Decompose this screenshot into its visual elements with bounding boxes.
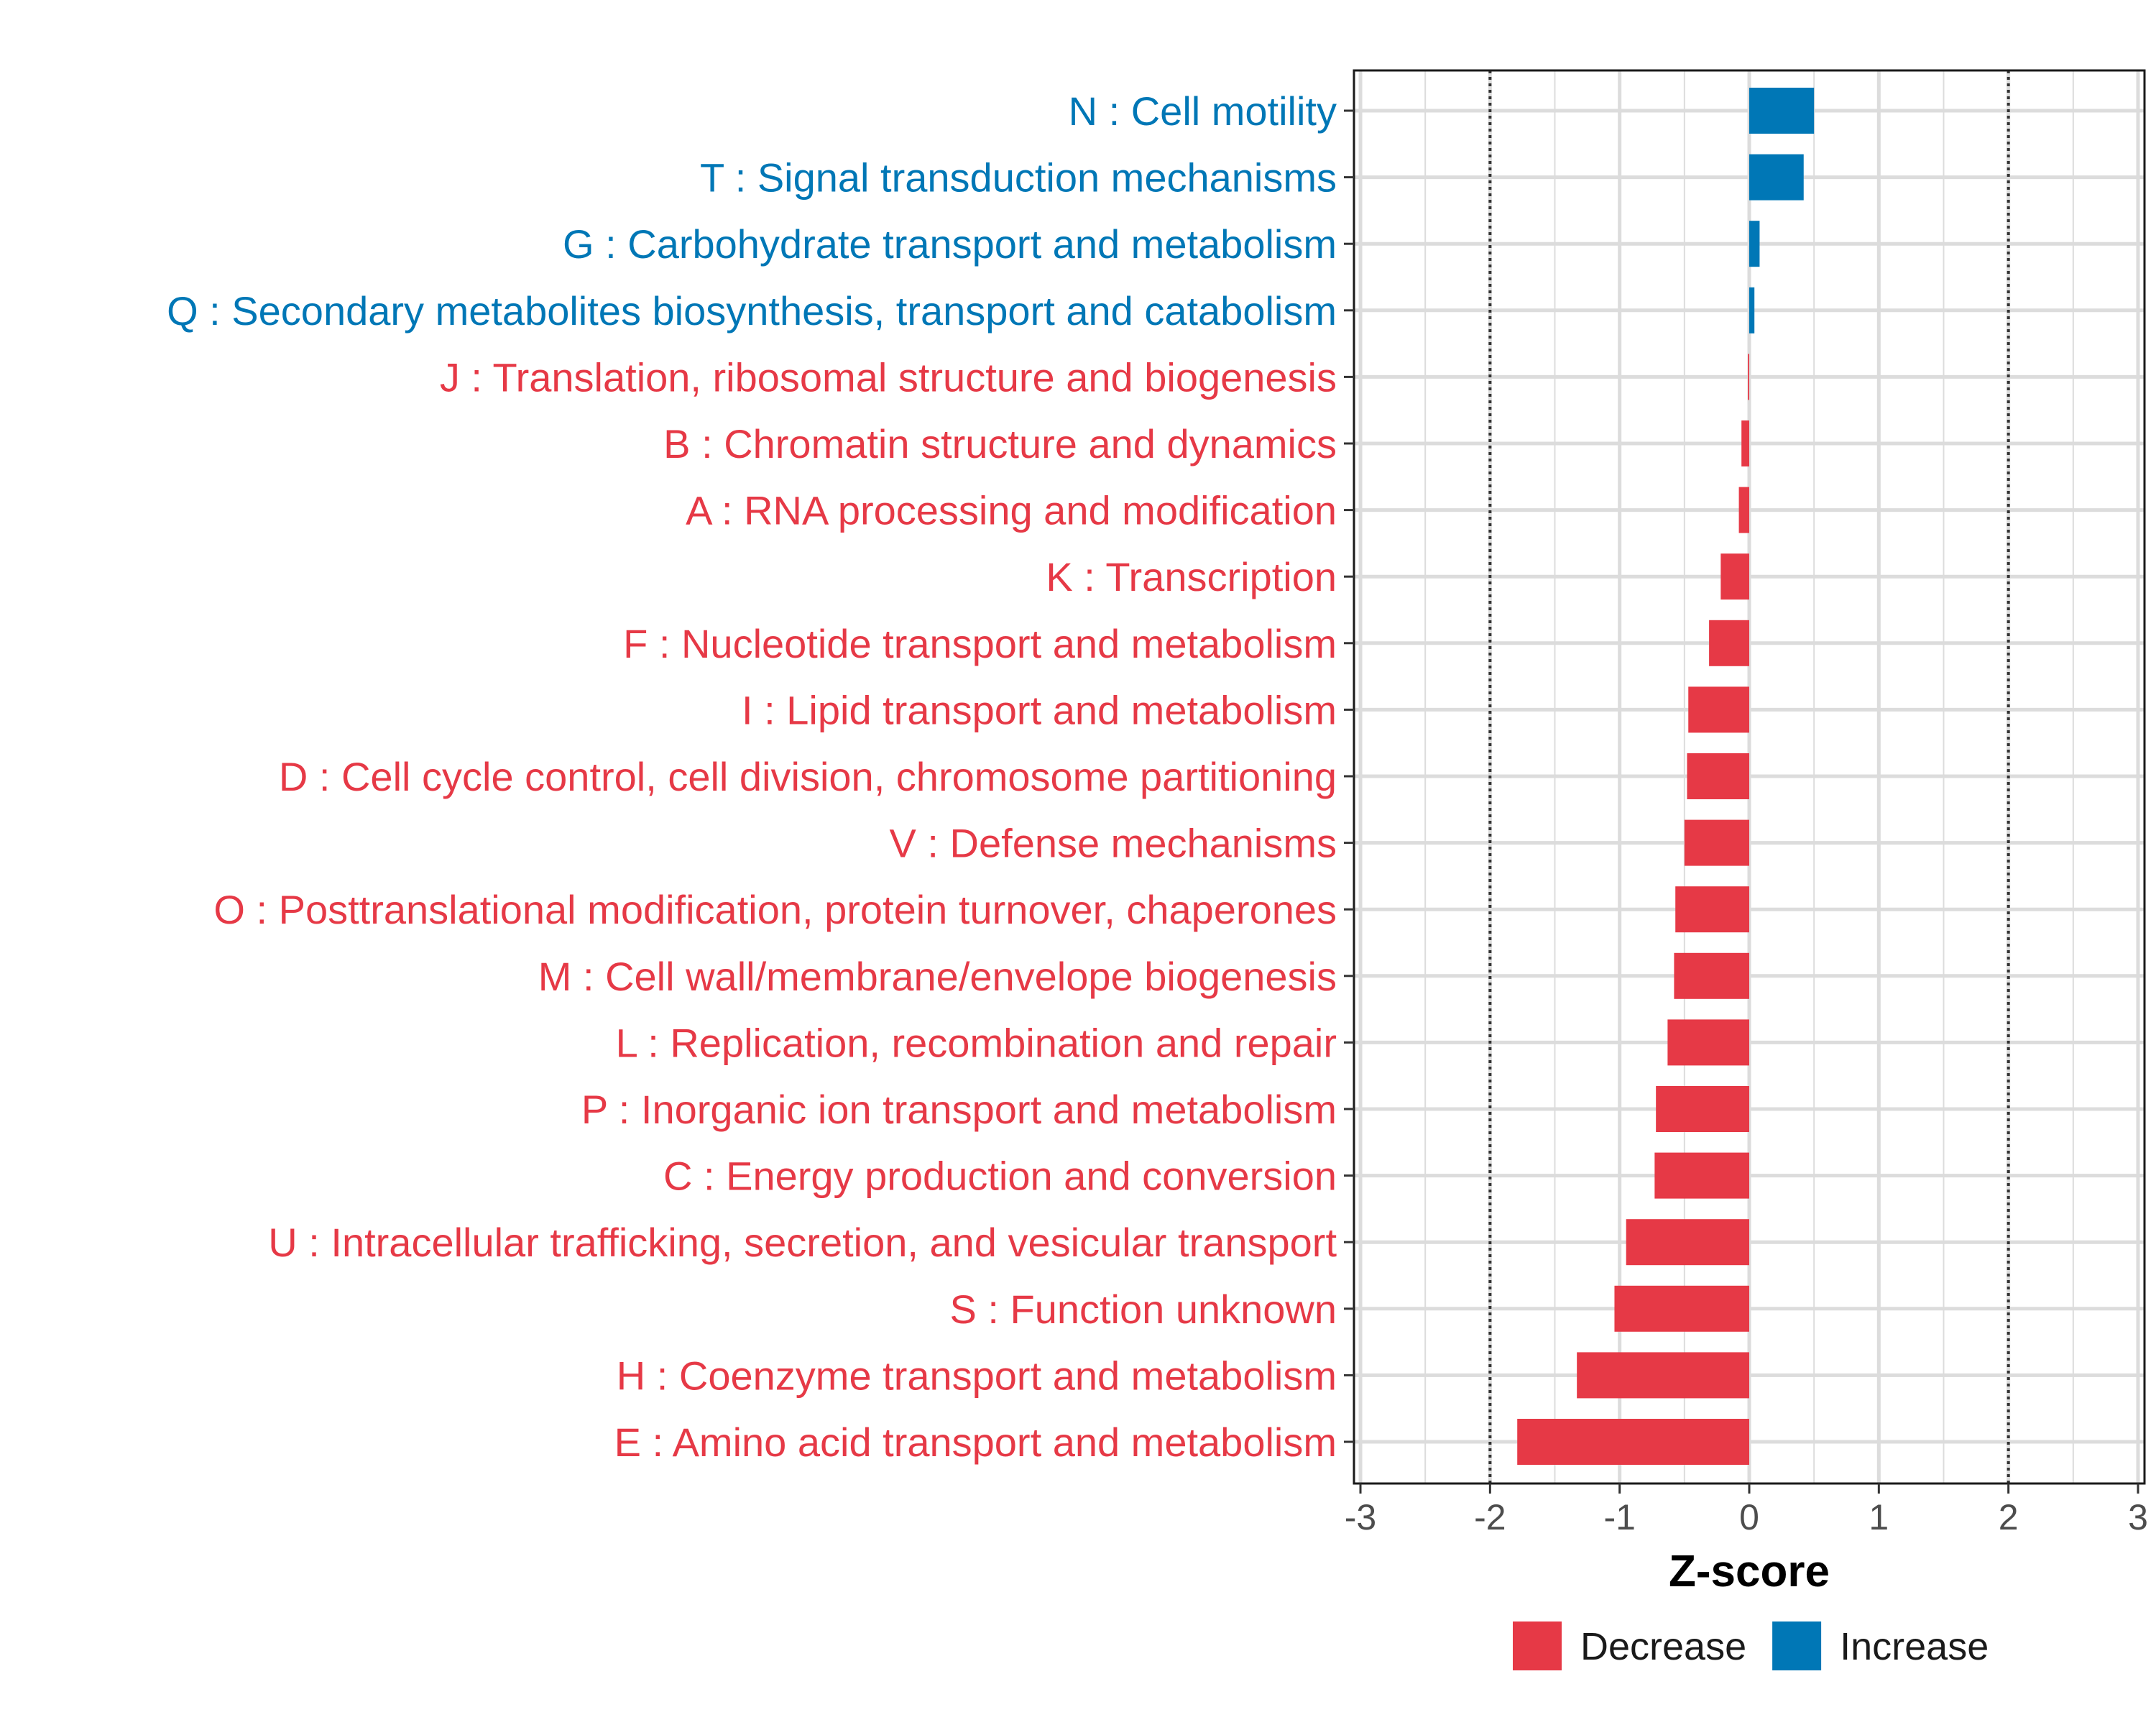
bar bbox=[1688, 686, 1749, 733]
category-label: H : Coenzyme transport and metabolism bbox=[617, 1353, 1337, 1398]
bar bbox=[1577, 1352, 1749, 1399]
bar bbox=[1674, 952, 1749, 999]
category-label: J : Translation, ribosomal structure and… bbox=[440, 354, 1337, 400]
reference-lines bbox=[1488, 70, 2010, 1484]
category-label: I : Lipid transport and metabolism bbox=[742, 687, 1337, 732]
category-label: U : Intracellular trafficking, secretion… bbox=[268, 1220, 1337, 1265]
bar bbox=[1749, 88, 1815, 134]
bar bbox=[1684, 819, 1749, 866]
category-label: E : Amino acid transport and metabolism bbox=[614, 1420, 1337, 1465]
x-tick-label: -2 bbox=[1474, 1497, 1506, 1537]
category-label: C : Energy production and conversion bbox=[663, 1154, 1337, 1199]
bar bbox=[1654, 1152, 1749, 1199]
bar bbox=[1749, 154, 1804, 201]
category-label: O : Posttranslational modification, prot… bbox=[213, 887, 1337, 932]
legend-swatch bbox=[1513, 1622, 1562, 1670]
bar bbox=[1656, 1086, 1749, 1132]
bar bbox=[1749, 287, 1755, 334]
x-axis-ticks: -3 -2 -1 0 1 2 3 bbox=[1345, 1484, 2148, 1537]
x-tick-label: -3 bbox=[1345, 1497, 1376, 1537]
bar bbox=[1687, 753, 1749, 799]
category-label: D : Cell cycle control, cell division, c… bbox=[279, 754, 1337, 799]
legend-label: Decrease bbox=[1580, 1625, 1746, 1668]
category-label: M : Cell wall/membrane/envelope biogenes… bbox=[538, 954, 1337, 999]
legend: Decrease Increase bbox=[1513, 1622, 1989, 1670]
category-label: G : Carbohydrate transport and metabolis… bbox=[563, 221, 1337, 267]
bar bbox=[1675, 886, 1749, 933]
x-tick-label: -1 bbox=[1603, 1497, 1635, 1537]
x-tick-label: 1 bbox=[1869, 1497, 1889, 1537]
x-tick-label: 3 bbox=[2128, 1497, 2148, 1537]
legend-label: Increase bbox=[1840, 1625, 1989, 1668]
category-label: B : Chromatin structure and dynamics bbox=[663, 421, 1337, 466]
bar bbox=[1517, 1419, 1749, 1465]
category-label: A : RNA processing and modification bbox=[686, 488, 1337, 533]
category-label: L : Replication, recombination and repai… bbox=[616, 1020, 1337, 1065]
category-label: N : Cell motility bbox=[1069, 88, 1337, 134]
category-label: Q : Secondary metabolites biosynthesis, … bbox=[167, 288, 1337, 334]
bars bbox=[1517, 88, 1815, 1465]
bar bbox=[1709, 620, 1749, 666]
bar bbox=[1749, 221, 1760, 267]
category-label: S : Function unknown bbox=[949, 1287, 1337, 1332]
x-tick-label: 0 bbox=[1739, 1497, 1759, 1537]
bar bbox=[1667, 1019, 1749, 1066]
bar bbox=[1614, 1285, 1749, 1332]
y-axis-ticks bbox=[1344, 109, 1354, 1443]
bar bbox=[1748, 354, 1749, 400]
legend-swatch bbox=[1772, 1622, 1822, 1670]
category-labels: N : Cell motility T : Signal transduction… bbox=[167, 88, 1337, 1465]
bar bbox=[1626, 1219, 1749, 1266]
bar bbox=[1741, 420, 1749, 466]
category-label: V : Defense mechanisms bbox=[890, 821, 1337, 866]
bar bbox=[1738, 487, 1749, 533]
bar bbox=[1720, 553, 1749, 600]
category-label: T : Signal transduction mechanisms bbox=[700, 155, 1337, 201]
category-label: F : Nucleotide transport and metabolism bbox=[623, 621, 1337, 666]
x-tick-label: 2 bbox=[1999, 1497, 2019, 1537]
x-axis-title: Z-score bbox=[1669, 1547, 1830, 1596]
category-label: K : Transcription bbox=[1046, 554, 1337, 599]
category-label: P : Inorganic ion transport and metaboli… bbox=[581, 1087, 1337, 1132]
